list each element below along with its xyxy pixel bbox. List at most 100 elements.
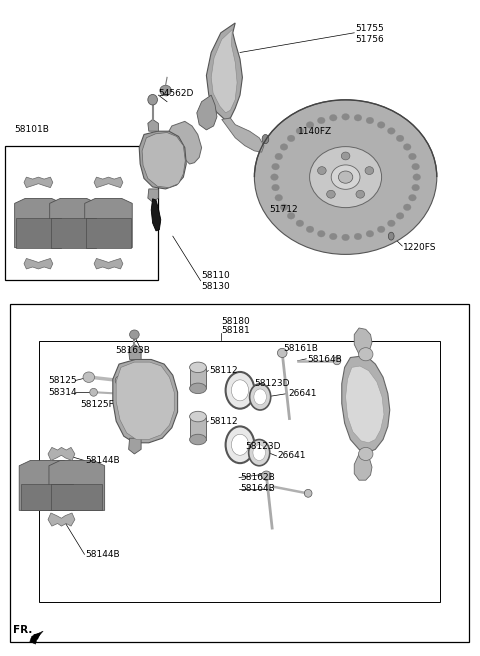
Text: 58162B: 58162B — [240, 473, 275, 482]
Polygon shape — [24, 177, 53, 188]
Text: 58164B: 58164B — [307, 355, 342, 364]
Polygon shape — [48, 447, 75, 461]
Ellipse shape — [115, 376, 125, 385]
Text: 58112: 58112 — [209, 417, 238, 426]
Ellipse shape — [148, 94, 157, 105]
Ellipse shape — [262, 471, 271, 480]
Text: 58180: 58180 — [221, 317, 250, 326]
Polygon shape — [24, 258, 53, 269]
Ellipse shape — [254, 389, 266, 405]
Polygon shape — [342, 356, 390, 453]
Ellipse shape — [366, 117, 374, 124]
Polygon shape — [116, 362, 174, 440]
Ellipse shape — [359, 447, 373, 461]
Polygon shape — [22, 484, 72, 510]
Ellipse shape — [304, 489, 312, 497]
Ellipse shape — [377, 226, 385, 233]
Ellipse shape — [231, 434, 249, 455]
Text: 51756: 51756 — [355, 35, 384, 44]
Ellipse shape — [396, 135, 404, 142]
Polygon shape — [49, 461, 105, 510]
Ellipse shape — [310, 146, 382, 207]
Polygon shape — [19, 461, 75, 510]
Ellipse shape — [231, 380, 249, 401]
Ellipse shape — [275, 154, 283, 160]
Polygon shape — [151, 199, 161, 231]
Ellipse shape — [226, 426, 254, 463]
Polygon shape — [139, 131, 186, 189]
Ellipse shape — [408, 154, 416, 160]
Text: 1140FZ: 1140FZ — [298, 127, 332, 136]
Bar — [10, 304, 469, 642]
Ellipse shape — [326, 190, 335, 198]
Ellipse shape — [341, 152, 350, 160]
Text: 26641: 26641 — [277, 451, 306, 461]
Ellipse shape — [253, 445, 265, 461]
Ellipse shape — [271, 174, 278, 180]
Ellipse shape — [377, 121, 385, 128]
Ellipse shape — [403, 204, 411, 211]
Ellipse shape — [90, 388, 97, 396]
Polygon shape — [113, 359, 178, 443]
Ellipse shape — [354, 233, 362, 239]
Ellipse shape — [190, 362, 206, 373]
Polygon shape — [197, 95, 217, 130]
Polygon shape — [51, 218, 96, 247]
Polygon shape — [354, 454, 372, 480]
Ellipse shape — [403, 144, 411, 150]
Ellipse shape — [342, 113, 349, 120]
Ellipse shape — [272, 184, 279, 191]
Ellipse shape — [412, 163, 420, 170]
Text: 58164B: 58164B — [240, 484, 275, 493]
Polygon shape — [354, 328, 372, 354]
Ellipse shape — [408, 194, 416, 201]
Text: 58181: 58181 — [221, 326, 250, 335]
Ellipse shape — [277, 348, 287, 358]
Ellipse shape — [250, 384, 271, 410]
Ellipse shape — [318, 167, 326, 174]
Ellipse shape — [130, 330, 139, 339]
Polygon shape — [222, 118, 264, 152]
Text: 58112: 58112 — [209, 366, 238, 375]
Text: 58125F: 58125F — [81, 400, 114, 409]
Text: 58123D: 58123D — [254, 379, 290, 388]
Polygon shape — [94, 177, 123, 188]
Polygon shape — [148, 189, 158, 202]
Polygon shape — [206, 23, 242, 119]
Ellipse shape — [306, 226, 314, 233]
Text: FR.: FR. — [13, 625, 33, 635]
Ellipse shape — [333, 357, 341, 365]
Ellipse shape — [280, 144, 288, 150]
Text: 58125: 58125 — [48, 376, 77, 385]
Ellipse shape — [296, 220, 304, 226]
Polygon shape — [48, 513, 75, 526]
Polygon shape — [51, 484, 102, 510]
Text: 51755: 51755 — [355, 24, 384, 33]
Ellipse shape — [306, 121, 314, 128]
Ellipse shape — [356, 190, 365, 198]
Ellipse shape — [359, 348, 373, 361]
Ellipse shape — [254, 100, 437, 255]
Text: 58163B: 58163B — [115, 346, 150, 356]
Polygon shape — [84, 198, 132, 247]
Ellipse shape — [296, 128, 304, 134]
Ellipse shape — [226, 372, 254, 409]
Text: 58161B: 58161B — [283, 344, 318, 354]
Ellipse shape — [280, 204, 288, 211]
Polygon shape — [16, 218, 61, 247]
Polygon shape — [30, 631, 43, 644]
Bar — [39, 341, 440, 602]
Polygon shape — [211, 30, 237, 113]
Text: 58123D: 58123D — [245, 441, 280, 451]
Polygon shape — [129, 344, 141, 359]
Polygon shape — [190, 367, 206, 388]
Polygon shape — [129, 438, 141, 454]
Ellipse shape — [387, 128, 395, 134]
Text: 58130: 58130 — [202, 282, 230, 291]
Ellipse shape — [317, 230, 325, 237]
Ellipse shape — [329, 233, 337, 239]
Ellipse shape — [275, 194, 283, 201]
Ellipse shape — [365, 167, 373, 174]
Polygon shape — [50, 198, 97, 247]
Ellipse shape — [388, 232, 394, 240]
